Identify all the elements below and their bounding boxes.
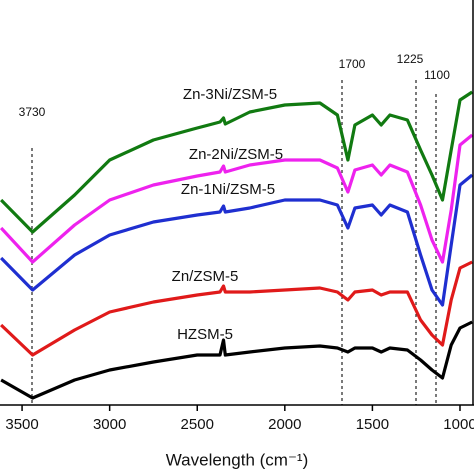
series-label: Zn-2Ni/ZSM-5 — [189, 146, 283, 163]
series-line — [0, 173, 474, 307]
annotation-label: 1700 — [339, 57, 366, 71]
series-label: HZSM-5 — [177, 326, 233, 343]
x-tick-label: 1000 — [443, 416, 474, 433]
annotation-label: 3730 — [19, 105, 46, 119]
series-line — [0, 260, 473, 357]
series-label: Zn/ZSM-5 — [172, 268, 239, 285]
series-line — [0, 320, 473, 400]
series-label: Zn-1Ni/ZSM-5 — [181, 181, 275, 198]
x-tick-label: 3000 — [93, 416, 126, 433]
series-line — [0, 133, 474, 264]
series-label: Zn-3Ni/ZSM-5 — [183, 86, 277, 103]
annotation-label: 1100 — [424, 68, 450, 82]
x-tick-label: 1500 — [356, 416, 389, 433]
series-line — [0, 90, 474, 234]
x-tick-label: 3500 — [5, 416, 38, 433]
x-axis-label: Wavelength (cm⁻¹) — [166, 450, 308, 469]
annotation-label: 1225 — [397, 52, 424, 66]
x-tick-label: 2000 — [268, 416, 301, 433]
x-tick-label: 2500 — [181, 416, 214, 433]
